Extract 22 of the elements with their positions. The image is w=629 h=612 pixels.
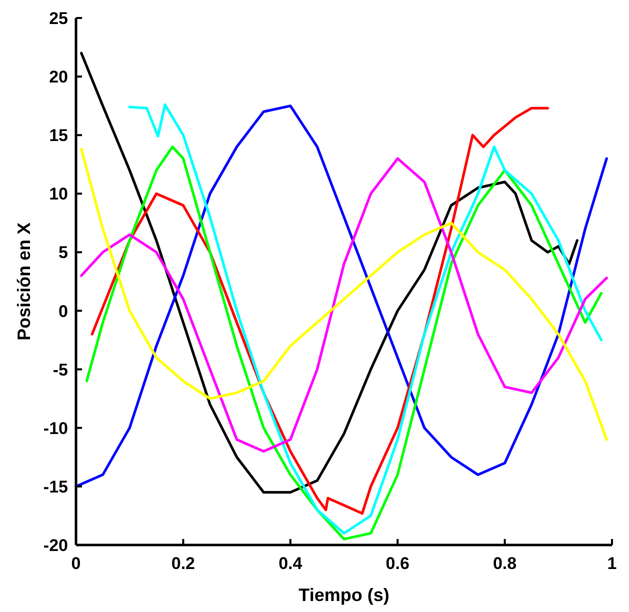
y-tick-label: 20: [49, 68, 68, 87]
y-tick-label: 0: [58, 302, 68, 321]
x-tick-label: 0.6: [386, 554, 410, 573]
x-tick-label: 0: [71, 554, 81, 573]
x-tick-label: 1: [607, 554, 617, 573]
line-series: [128, 103, 603, 535]
y-tick-label: 15: [49, 126, 68, 146]
x-axis-title: Tiempo (s): [298, 585, 390, 605]
y-tick-label: 10: [49, 184, 68, 204]
line-series: [85, 146, 603, 540]
y-tick-label: 25: [49, 9, 68, 28]
y-tick-label: -15: [43, 477, 68, 496]
y-tick-label: -10: [43, 418, 68, 438]
y-tick-label: 5: [58, 243, 68, 262]
y-tick-label: -5: [52, 360, 68, 380]
x-tick-label: 0.8: [492, 554, 517, 573]
y-tick-label: -20: [43, 536, 68, 555]
x-tick-label: 0.2: [171, 554, 196, 573]
y-axis-title: Posición en X: [14, 222, 34, 341]
line-series: [80, 52, 578, 494]
line-series: [74, 104, 608, 488]
x-tick-label: 0.4: [278, 554, 303, 573]
